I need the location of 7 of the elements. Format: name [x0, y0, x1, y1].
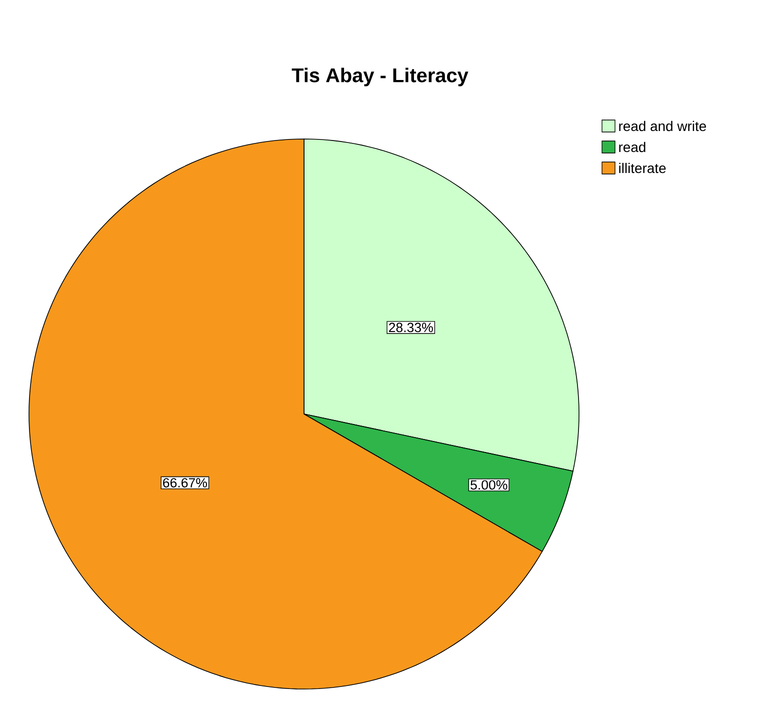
data-label: 28.33%	[388, 322, 433, 332]
legend-label: illiterate	[619, 162, 666, 174]
legend-label: read	[619, 142, 646, 152]
data-label: 66.67%	[163, 478, 207, 488]
chart-title: Tis Abay - Literacy	[292, 68, 468, 86]
legend-label: read and write	[619, 120, 706, 132]
data-label: 5.00%	[470, 480, 508, 490]
